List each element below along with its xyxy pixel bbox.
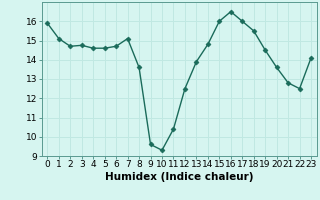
X-axis label: Humidex (Indice chaleur): Humidex (Indice chaleur) [105, 172, 253, 182]
